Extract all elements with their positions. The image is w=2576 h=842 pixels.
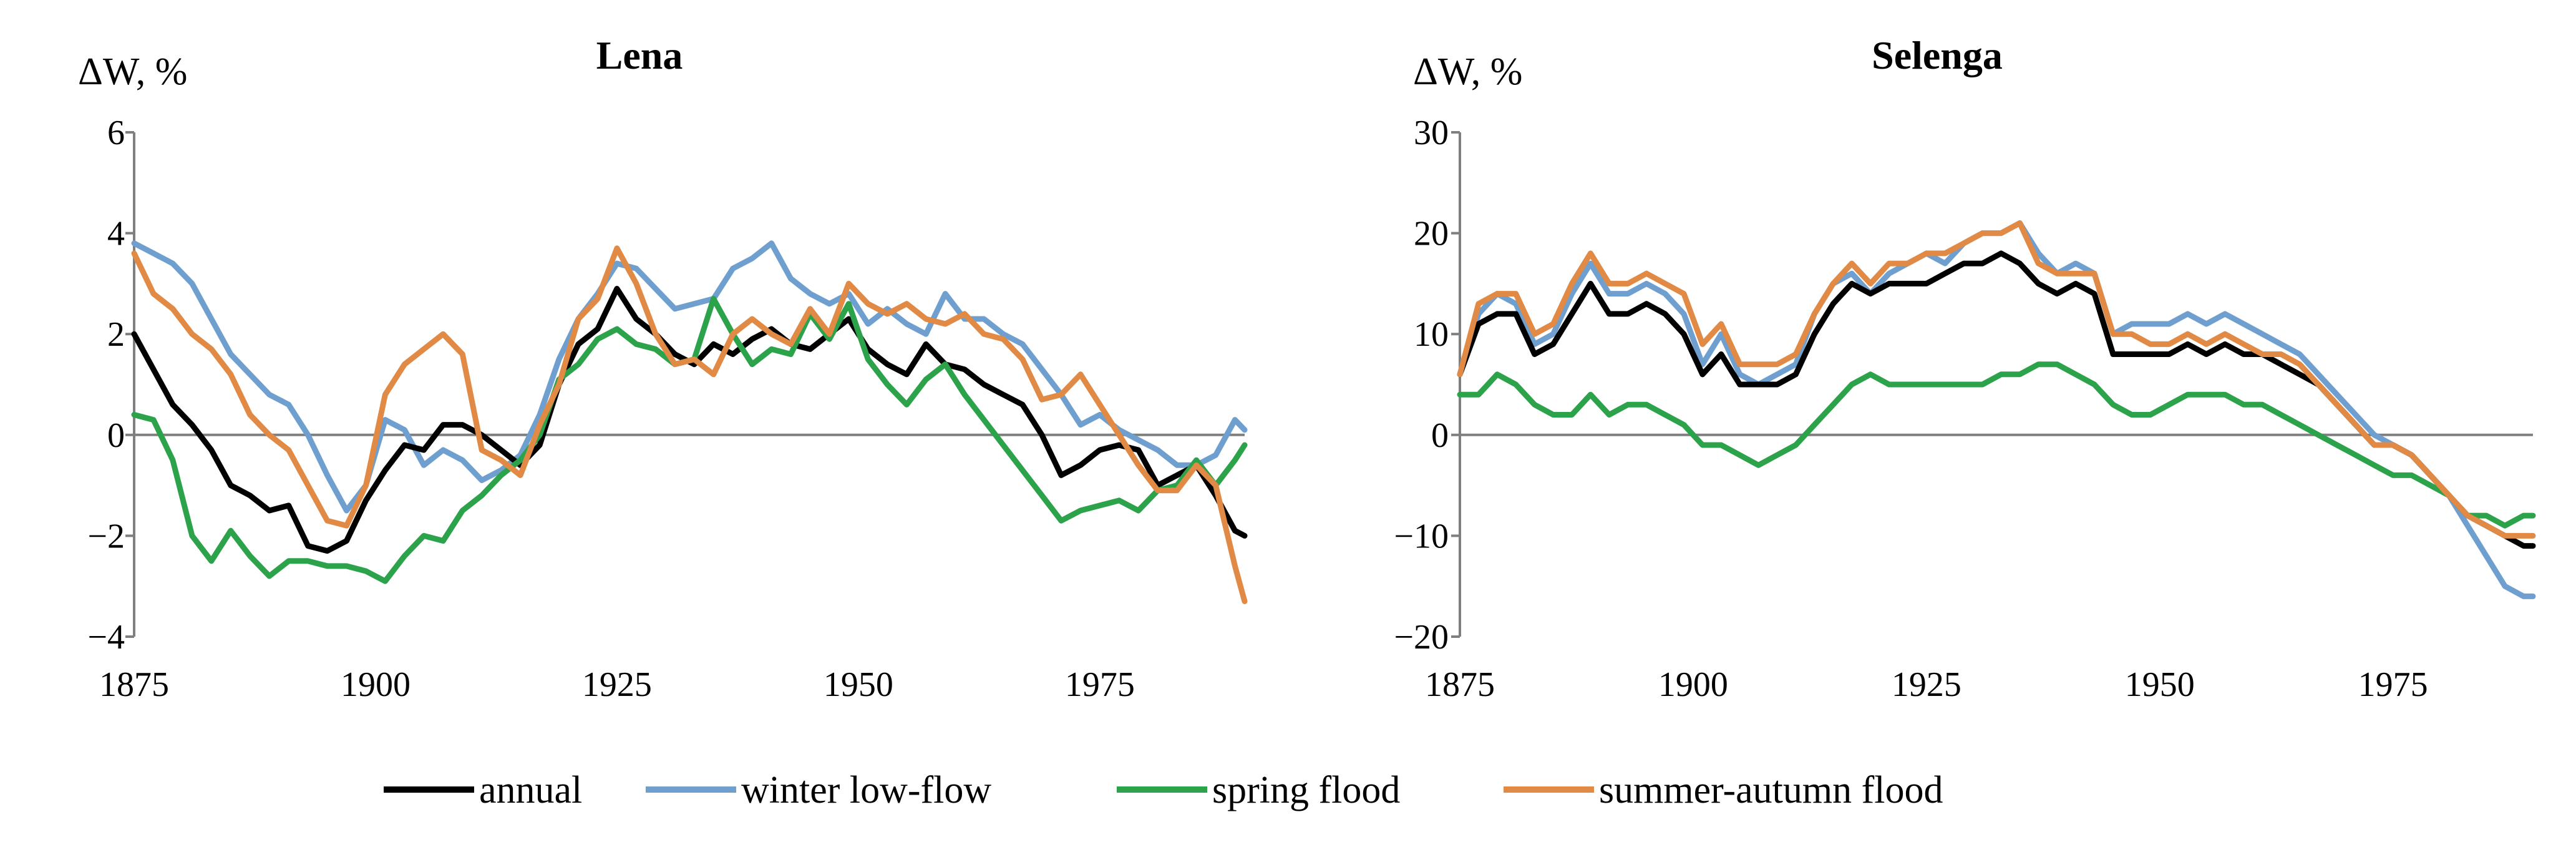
- legend-label-spring: spring flood: [1212, 769, 1400, 811]
- lena-chart: ΔW, % Lena −4 −2 0 2 4 6 1875 1900 1925 1950 1975: [78, 33, 1248, 704]
- lena-series-spring: [131, 296, 1248, 584]
- lena-x-tick-label: 1925: [582, 665, 652, 704]
- lena-y-tick-label: 4: [107, 215, 125, 253]
- lena-y-tick-label: 2: [107, 315, 125, 354]
- lena-y-tick-label: −4: [87, 618, 125, 657]
- lena-title: Lena: [596, 33, 683, 77]
- selenga-title: Selenga: [1872, 33, 2003, 77]
- selenga-x-tick-label: 1925: [1892, 665, 1961, 704]
- selenga-series-annual: [1457, 250, 2536, 549]
- lena-series-summer: [131, 245, 1248, 604]
- lena-x-tick-label: 1900: [341, 665, 411, 704]
- selenga-series-summer: [1457, 220, 2536, 539]
- selenga-x-tick-label: 1950: [2125, 665, 2195, 704]
- lena-x-tick-label: 1950: [824, 665, 893, 704]
- selenga-chart: ΔW, % Selenga −20 −10 0 10 20 30 1875 1900 1925…: [1394, 33, 2536, 704]
- selenga-y-tick-label: 30: [1414, 114, 1449, 152]
- lena-y-tick-label: 6: [107, 114, 125, 152]
- lena-series-winter: [131, 240, 1248, 514]
- lena-y-tick-label: 0: [107, 416, 125, 455]
- selenga-y-tick-label: −20: [1394, 618, 1449, 657]
- legend-label-summer: summer-autumn flood: [1599, 769, 1943, 811]
- legend-label-annual: annual: [479, 769, 582, 811]
- lena-series-annual: [131, 286, 1248, 554]
- selenga-y-tick-label: 10: [1414, 315, 1449, 354]
- selenga-x-tick-label: 1875: [1425, 665, 1495, 704]
- selenga-x-tick-label: 1975: [2358, 665, 2428, 704]
- selenga-series-spring: [1457, 361, 2536, 529]
- lena-x-tick-label: 1975: [1065, 665, 1135, 704]
- selenga-y-tick-label: 0: [1431, 416, 1449, 455]
- lena-x-tick-label: 1875: [99, 665, 169, 704]
- selenga-y-tick-label: 20: [1414, 215, 1449, 253]
- lena-y-tick-label: −2: [87, 517, 125, 556]
- lena-y-axis-label: ΔW, %: [78, 51, 187, 93]
- selenga-x-tick-label: 1900: [1658, 665, 1728, 704]
- legend-label-winter: winter low-flow: [741, 769, 991, 811]
- selenga-y-tick-label: −10: [1394, 517, 1449, 556]
- legend: annual winter low-flow spring flood summ…: [384, 769, 1943, 811]
- selenga-y-axis-label: ΔW, %: [1413, 51, 1522, 93]
